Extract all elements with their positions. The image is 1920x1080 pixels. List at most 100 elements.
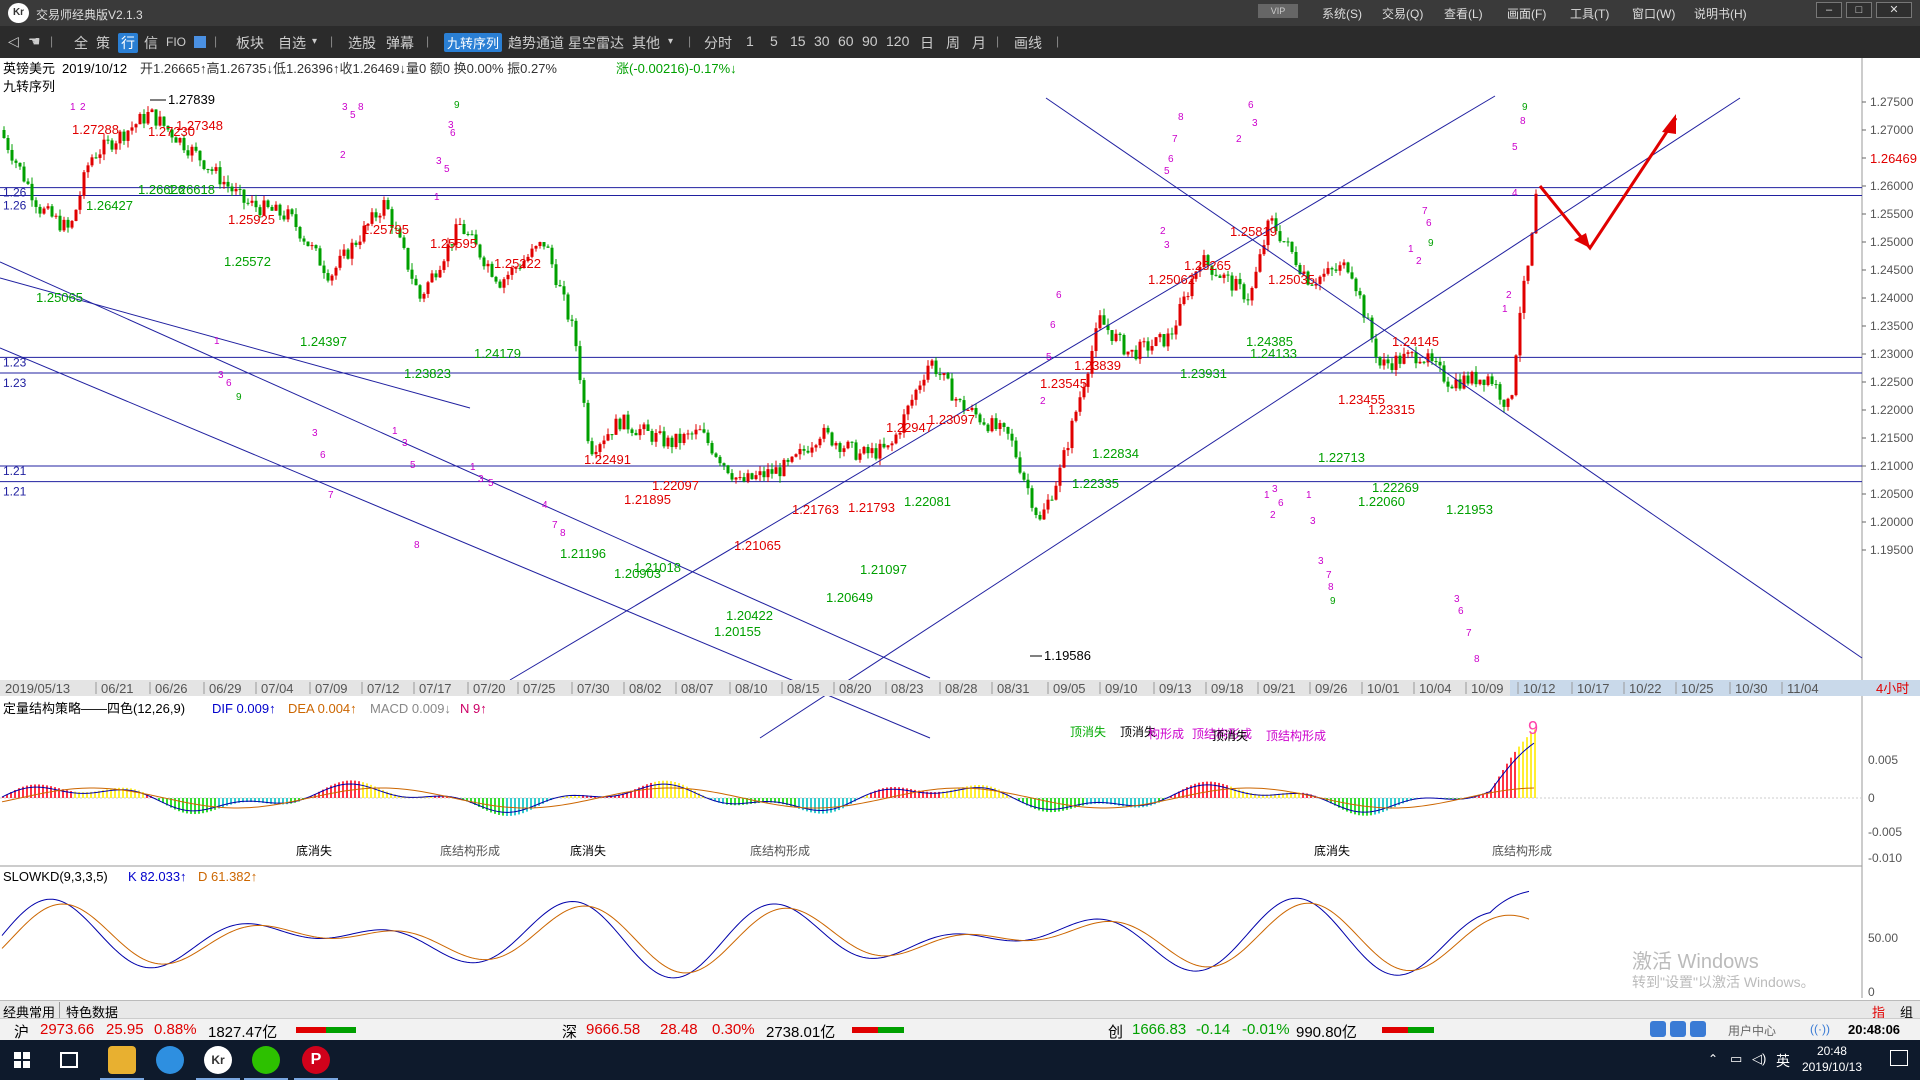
toolbar-sector[interactable]: 板块 [236, 35, 264, 51]
file-explorer-icon[interactable] [108, 1046, 136, 1074]
wechat-icon[interactable] [252, 1046, 280, 1074]
candle [150, 108, 154, 113]
menu-trade[interactable]: 交易(Q) [1382, 7, 1424, 21]
candle [1102, 308, 1106, 325]
candle [214, 163, 218, 174]
candle [642, 422, 646, 436]
toolbar-watchlist[interactable]: 自选 [278, 35, 306, 51]
trader-app-icon[interactable]: Kr [204, 1046, 232, 1074]
hand-icon[interactable]: ☚ [28, 33, 41, 49]
toolbar: ◁ ☚ | 全 策 行 信 FIO | 板块 自选 ▾ | 选股 弹幕 | 九转… [0, 26, 1920, 58]
toolbar-fio[interactable]: FIO [166, 35, 186, 49]
tab-group[interactable]: 组 [1900, 1005, 1914, 1020]
toolbar-other[interactable]: 其他 [632, 35, 660, 51]
period-label[interactable]: 4小时 [1876, 681, 1909, 696]
candle [870, 442, 874, 458]
chevron-down-icon[interactable]: ▾ [312, 36, 318, 47]
period-day[interactable]: 日 [920, 35, 934, 51]
chart-area[interactable]: 英镑美元 2019/10/12 开1.26665↑高1.26735↓低1.263… [0, 58, 1920, 999]
period-5m[interactable]: 5 [770, 33, 778, 49]
maximize-button[interactable]: □ [1846, 2, 1872, 18]
candle [602, 435, 606, 449]
ime-indicator[interactable]: 英 [1776, 1053, 1790, 1069]
toolbar-star-radar[interactable]: 星空雷达 [568, 35, 624, 51]
candle [586, 399, 590, 444]
candle [1282, 241, 1286, 243]
windows-start-icon[interactable] [14, 1052, 30, 1068]
macd-tick: -0.005 [1868, 825, 1902, 839]
toolbar-barrage[interactable]: 弹幕 [386, 35, 414, 51]
toolbar-strategy[interactable]: 策 [96, 35, 110, 51]
system-clock[interactable]: 20:48 2019/10/13 [1802, 1043, 1862, 1075]
settings-icon[interactable] [1690, 1021, 1706, 1037]
candle [1422, 360, 1426, 365]
s-app-icon[interactable] [1650, 1021, 1666, 1037]
candle [1494, 379, 1498, 389]
vip-badge[interactable]: VIP [1258, 4, 1298, 18]
period-timeshare[interactable]: 分时 [704, 35, 732, 51]
menu-view[interactable]: 查看(L) [1444, 7, 1483, 21]
candle [838, 441, 842, 459]
candle [618, 417, 622, 432]
tray-up-icon[interactable]: ⌃ [1708, 1052, 1719, 1066]
menu-system[interactable]: 系统(S) [1322, 7, 1362, 21]
toolbar-trend-channel[interactable]: 趋势通道 [508, 35, 564, 51]
minimize-button[interactable]: – [1816, 2, 1842, 18]
period-month[interactable]: 月 [972, 35, 986, 51]
macd-tick: 0 [1868, 791, 1875, 805]
date-tick: 08/20 [839, 681, 872, 696]
notification-icon[interactable] [1890, 1050, 1908, 1066]
td-number: 3 [436, 156, 442, 167]
candle [246, 198, 250, 206]
period-30m[interactable]: 30 [814, 33, 830, 49]
candle [118, 129, 122, 150]
candle [990, 415, 994, 433]
period-120m[interactable]: 120 [886, 33, 910, 49]
date-tick: 10/09 [1471, 681, 1504, 696]
close-button[interactable]: ✕ [1876, 2, 1912, 18]
sh-value[interactable]: 2973.66 [40, 1021, 95, 1038]
chart-canvas[interactable]: 英镑美元 2019/10/12 开1.26665↑高1.26735↓低1.263… [0, 58, 1920, 999]
menu-window[interactable]: 窗口(W) [1632, 7, 1676, 21]
date-tick: 07/25 [523, 681, 556, 696]
toolbar-td-sequential[interactable]: 九转序列 [444, 33, 503, 52]
task-view-icon[interactable] [60, 1052, 78, 1068]
candle [506, 271, 510, 286]
toolbar-all[interactable]: 全 [74, 35, 88, 51]
layout-icon[interactable] [194, 36, 206, 48]
tab-classic[interactable]: 经典常用 [3, 1002, 61, 1021]
sz-value[interactable]: 9666.58 [586, 1021, 641, 1038]
cy-value[interactable]: 1666.83 [1132, 1021, 1187, 1038]
period-1m[interactable]: 1 [746, 33, 754, 49]
sh-amount: 1827.47亿 [208, 1024, 278, 1041]
menu-tools[interactable]: 工具(T) [1570, 7, 1610, 21]
chat-icon[interactable] [1670, 1021, 1686, 1037]
network-icon[interactable]: ▭ [1730, 1051, 1743, 1066]
price-tick: 1.27000 [1870, 123, 1914, 137]
period-60m[interactable]: 60 [838, 33, 854, 49]
menu-screen[interactable]: 画面(F) [1507, 7, 1547, 21]
candle [282, 210, 286, 222]
candle [1242, 282, 1246, 303]
toolbar-stock-picker[interactable]: 选股 [348, 35, 376, 51]
period-90m[interactable]: 90 [862, 33, 878, 49]
chevron-down-icon[interactable]: ▾ [668, 36, 674, 47]
price-label: 1.22081 [904, 494, 951, 509]
wps-icon[interactable]: P [302, 1046, 330, 1074]
sogou-icon[interactable] [156, 1046, 184, 1074]
period-15m[interactable]: 15 [790, 33, 806, 49]
user-center-link[interactable]: 用户中心 [1728, 1024, 1777, 1038]
period-week[interactable]: 周 [946, 35, 960, 51]
toolbar-draw-line[interactable]: 画线 [1014, 35, 1042, 51]
toolbar-quote[interactable]: 行 [118, 33, 138, 53]
toolbar-info[interactable]: 信 [144, 35, 158, 51]
volume-icon[interactable]: ◁) [1752, 1051, 1767, 1066]
candle [478, 243, 482, 260]
tab-index[interactable]: 指 [1872, 1005, 1886, 1020]
candle [1106, 318, 1110, 335]
td-number: 5 [1164, 166, 1170, 177]
tab-feature-data[interactable]: 特色数据 [66, 1005, 119, 1020]
candle [1418, 357, 1422, 365]
back-icon[interactable]: ◁ [8, 33, 19, 49]
menu-help[interactable]: 说明书(H) [1694, 7, 1747, 21]
